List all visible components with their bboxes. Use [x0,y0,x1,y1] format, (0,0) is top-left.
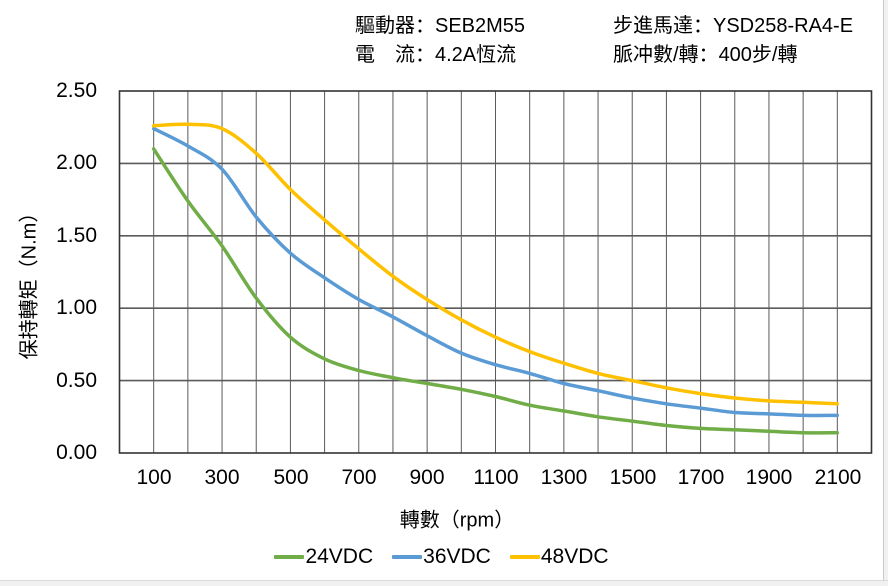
pulses-row: 脈冲數/轉：400步/轉 [613,41,853,70]
driver-row: 驅動器：SEB2M55 [355,12,525,41]
header-left-column: 驅動器：SEB2M55 電 流：4.2A恆流 [355,12,525,70]
legend-item-36vdc: 36VDC [392,545,491,569]
x-tick-label: 500 [273,466,309,489]
driver-label: 驅動器： [355,15,435,37]
legend-item-48vdc: 48VDC [509,545,609,569]
header-right-column: 步進馬達：YSD258-RA4-E 脈冲數/轉：400步/轉 [613,12,853,70]
y-tick-label: 0.50 [56,369,97,392]
pulses-value: 400步/轉 [718,44,798,66]
y-tick-label: 2.00 [56,151,97,174]
motor-value: YSD258-RA4-E [713,15,854,37]
page-edge-bottom [0,580,888,586]
x-tick-label: 1300 [540,466,588,489]
legend-label-24vdc: 24VDC [305,545,374,568]
x-tick-label: 700 [341,466,377,489]
current-value: 4.2A恆流 [435,44,517,66]
current-row: 電 流：4.2A恆流 [355,41,525,70]
motor-row: 步進馬達：YSD258-RA4-E [613,12,853,41]
x-axis-title: 轉數（rpm） [399,509,515,532]
x-tick-label: 1100 [473,466,519,489]
legend-label-36vdc: 36VDC [423,545,491,568]
y-tick-label: 1.50 [56,224,97,247]
curve-48vdc [151,122,840,406]
x-tick-label: 1500 [609,466,657,489]
y-tick-label: 2.50 [56,79,97,102]
x-tick-label: 1900 [745,466,793,489]
x-tick-label: 1700 [677,466,725,489]
legend: 24VDC 36VDC 48VDC [0,544,883,570]
current-label: 電 流： [355,44,435,66]
page-edge-right [883,0,888,586]
y-tick-label: 1.00 [56,296,97,319]
legend-label-48vdc: 48VDC [540,545,609,568]
plot-border [118,90,873,454]
pulses-label: 脈冲數/轉： [613,44,719,66]
x-tick-label: 900 [409,466,445,489]
y-tick-label: 0.00 [56,441,97,464]
legend-swatch-48vdc [509,555,540,559]
x-tick-label: 100 [136,466,172,489]
legend-item-24vdc: 24VDC [274,545,373,569]
legend-swatch-24vdc [274,555,305,559]
motor-label: 步進馬達： [613,15,713,37]
curve-36vdc [151,126,840,418]
x-tick-label: 2100 [814,466,862,489]
curve-24vdc [151,147,840,435]
legend-swatch-36vdc [392,555,423,559]
x-tick-label: 300 [204,466,240,489]
driver-value: SEB2M55 [435,15,526,37]
